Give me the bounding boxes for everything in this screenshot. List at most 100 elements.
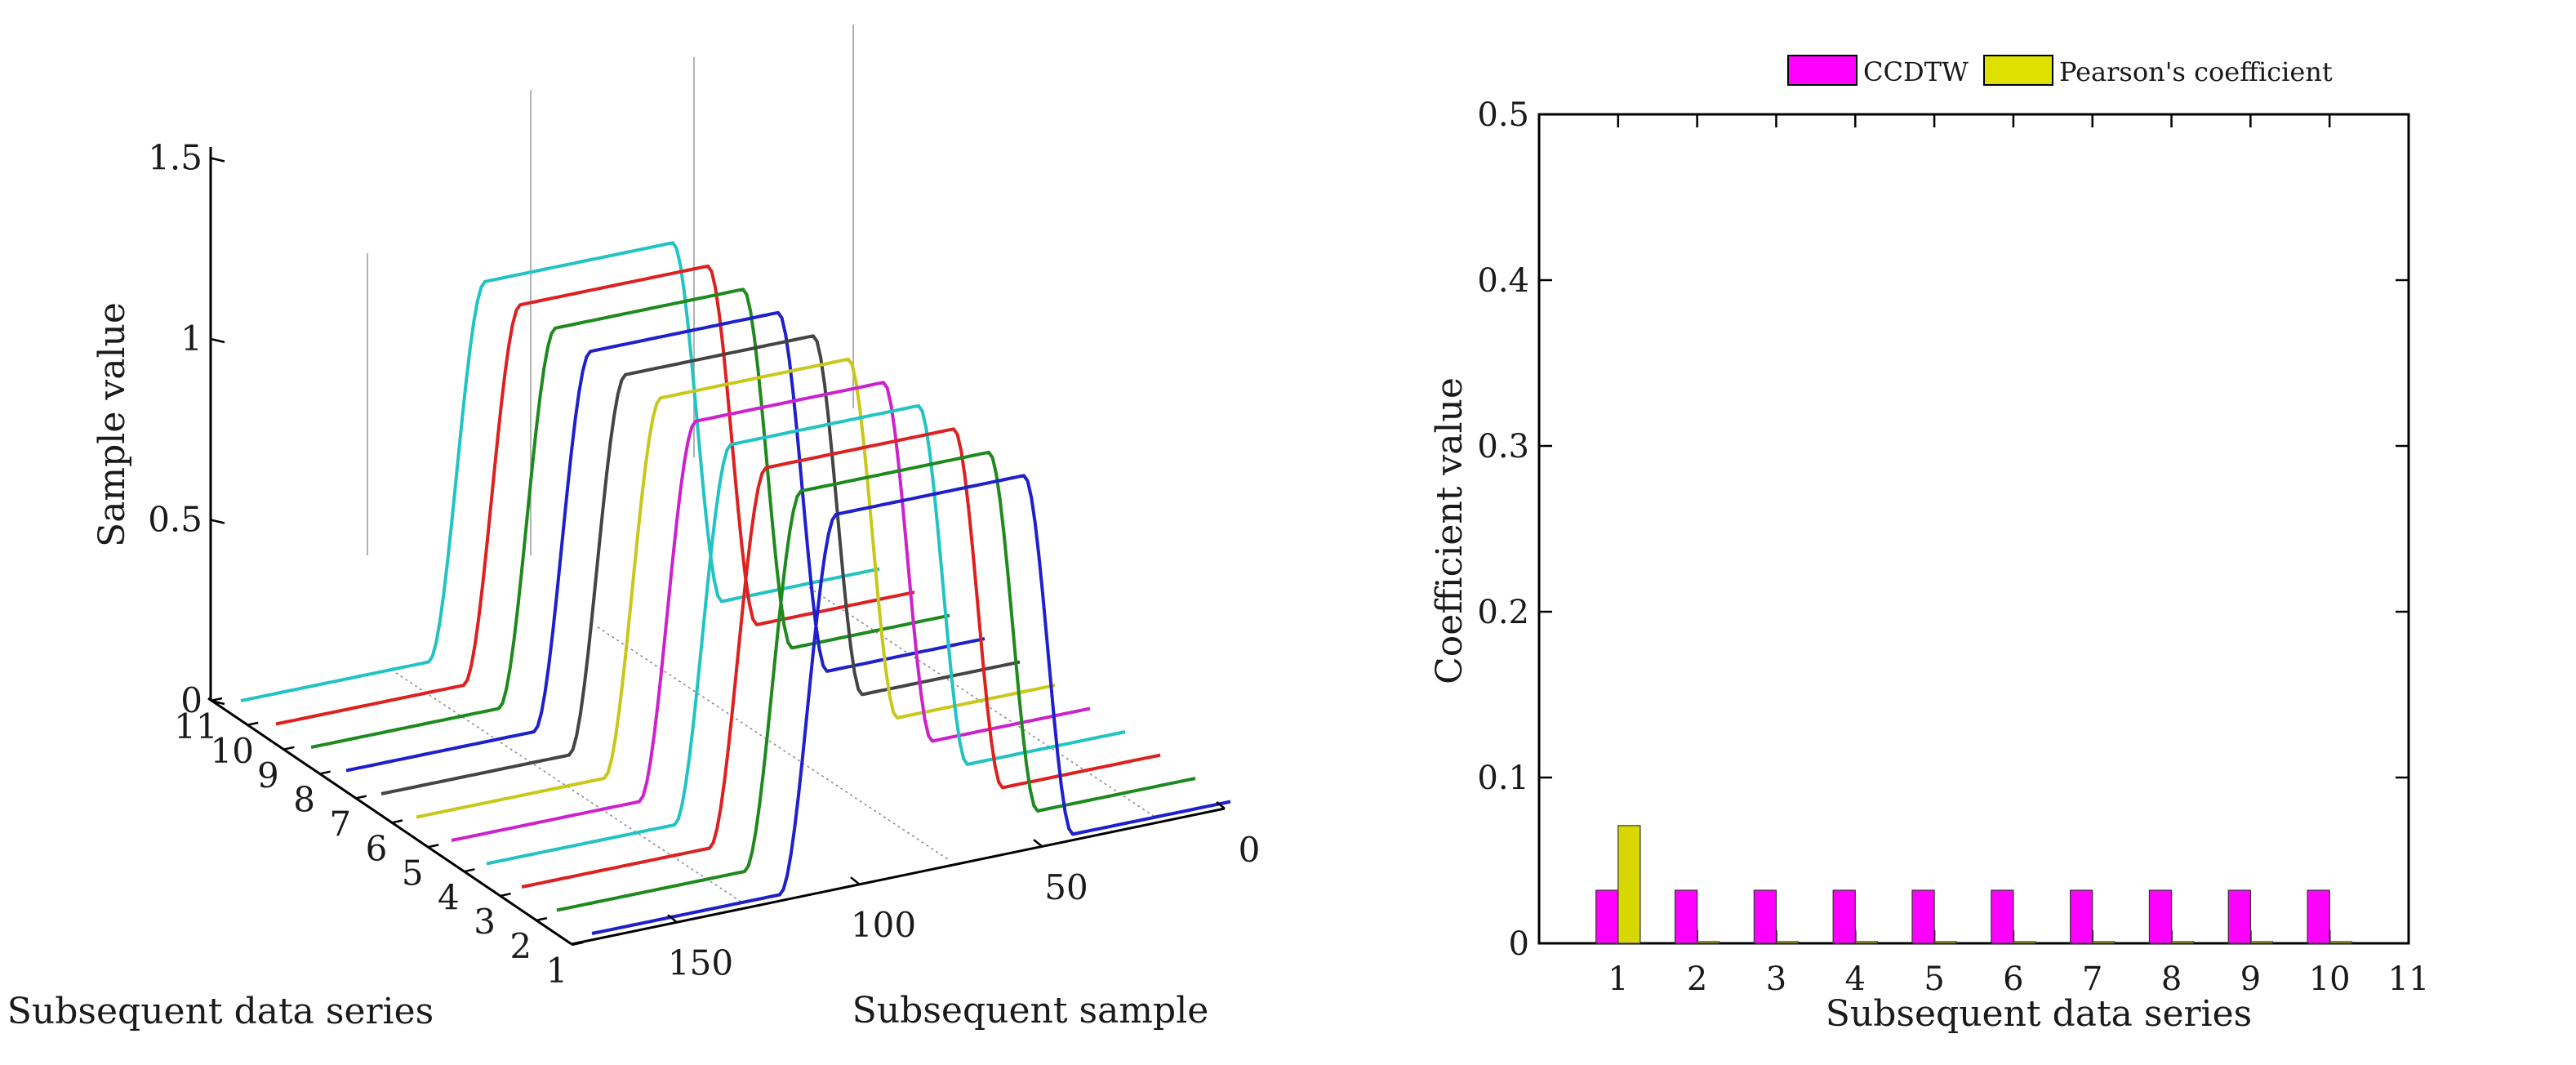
right-bar-chart: 0 0.1 0.2 0.3 0.4 0.5 1 2 3 4 5 6 7 8 9 10 11 CCDTW Pear… [1429, 55, 2429, 1035]
x-tick-label: 150 [668, 942, 733, 983]
grid-line [803, 583, 1156, 818]
y-tick-label: 7 [329, 804, 351, 844]
x-tick-label: 50 [1044, 867, 1088, 907]
right-y-axis-label: Coefficient value [1429, 377, 1470, 684]
y-tick-label: 8 [293, 780, 315, 820]
y-tick-mark [463, 868, 475, 873]
y-tick-label: 0 [1509, 925, 1529, 963]
bar-ccdtw [1595, 889, 1619, 944]
x-tick-mark [1216, 801, 1226, 809]
series-line [240, 241, 880, 702]
y-tick-mark [318, 770, 331, 775]
right-bars-group [1595, 825, 2352, 944]
y-tick-label: 1 [546, 951, 568, 991]
bar-pearson [2092, 941, 2116, 944]
y-tick-label: 5 [402, 853, 424, 893]
series-line [416, 357, 1056, 819]
y-tick-label: 4 [438, 877, 460, 917]
y-tick-mark [390, 819, 403, 824]
x-tick-label: 1 [1608, 960, 1628, 998]
legend-label-pearson: Pearson's coefficient [2059, 56, 2333, 87]
bar-pearson [1775, 941, 1800, 944]
series-line [275, 264, 915, 726]
series-line [591, 474, 1231, 935]
bar-ccdtw [1991, 889, 2014, 944]
series-line [451, 381, 1091, 842]
legend: CCDTW Pearson's coefficient [1787, 55, 2333, 87]
y-tick-mark [426, 844, 439, 849]
grid-line [597, 626, 950, 861]
y-tick-mark [246, 721, 259, 727]
bar-pearson [2249, 941, 2274, 944]
z-tick-mark [210, 157, 225, 163]
series-line [345, 310, 985, 773]
bar-pearson [1933, 941, 1957, 944]
legend-swatch-pearson [1983, 55, 2053, 86]
left-y-axis [207, 697, 572, 946]
y-tick-label: 11 [174, 706, 217, 746]
x-tick-label: 8 [2161, 960, 2182, 998]
series-line [556, 450, 1196, 912]
x-tick-label: 100 [851, 905, 916, 945]
bar-ccdtw [1674, 889, 1698, 944]
x-tick-label: 3 [1766, 960, 1786, 998]
bar-ccdtw [1911, 889, 1935, 944]
x-tick-label: 7 [2082, 960, 2102, 998]
bar-ccdtw [2148, 889, 2173, 944]
z-tick-label: 1.5 [148, 138, 202, 178]
x-tick-label: 11 [2388, 960, 2430, 998]
bar-pearson [1697, 941, 1720, 944]
bar-pearson [2170, 941, 2195, 944]
y-tick-label: 0.2 [1477, 594, 1529, 631]
z-tick-label: 1 [180, 319, 202, 359]
y-tick-label: 2 [509, 926, 532, 966]
left-x-axis [571, 807, 1226, 946]
y-tick-mark [535, 916, 548, 922]
series-line [486, 403, 1126, 866]
y-tick-label: 0.4 [1477, 262, 1529, 300]
bar-pearson [2329, 941, 2352, 944]
bar-ccdtw [2307, 889, 2330, 944]
y-tick-label: 0.1 [1477, 760, 1529, 797]
series-line [521, 427, 1161, 889]
bar-ccdtw [2227, 889, 2251, 944]
x-tick-label: 4 [1845, 960, 1866, 998]
left-series-group [240, 241, 1231, 935]
x-tick-label: 2 [1687, 960, 1707, 998]
legend-label-ccdtw: CCDTW [1863, 56, 1969, 87]
y-tick-mark [499, 892, 511, 898]
x-tick-label: 10 [2309, 960, 2351, 998]
right-plot-frame [1537, 113, 2410, 945]
y-tick-label: 3 [474, 902, 496, 942]
series-line [310, 287, 950, 749]
bar-ccdtw [1832, 889, 1856, 944]
x-tick-mark [667, 914, 677, 923]
bar-ccdtw [1753, 889, 1777, 944]
y-tick-label: 6 [366, 829, 388, 869]
x-tick-label: 9 [2240, 960, 2261, 998]
y-tick-mark [354, 795, 367, 800]
bar-pearson [2013, 941, 2036, 944]
bar-pearson [1854, 941, 1878, 944]
x-tick-mark [1033, 839, 1043, 848]
y-tick-mark [571, 941, 584, 947]
x-tick-label: 5 [1924, 960, 1944, 998]
series-line [380, 334, 1021, 795]
legend-swatch-ccdtw [1787, 55, 1857, 86]
x-tick-label: 6 [2003, 960, 2023, 998]
y-tick-mark [210, 697, 223, 702]
z-tick-label: 0.5 [148, 500, 202, 540]
y-tick-label: 9 [257, 755, 279, 795]
left-grid-lines [367, 25, 1156, 903]
x-tick-mark [850, 876, 860, 885]
left-z-axis-label: Sample value [91, 302, 133, 547]
left-x-axis-label: Subsequent sample [852, 990, 1209, 1032]
right-tick-group: 0 0.1 0.2 0.3 0.4 0.5 1 2 3 4 5 6 7 8 9 10 11 [1477, 96, 2429, 998]
bar-ccdtw [2070, 889, 2093, 944]
grid-line [390, 669, 743, 903]
z-tick-label: 0 [180, 680, 202, 720]
y-tick-label: 0.5 [1477, 96, 1529, 134]
